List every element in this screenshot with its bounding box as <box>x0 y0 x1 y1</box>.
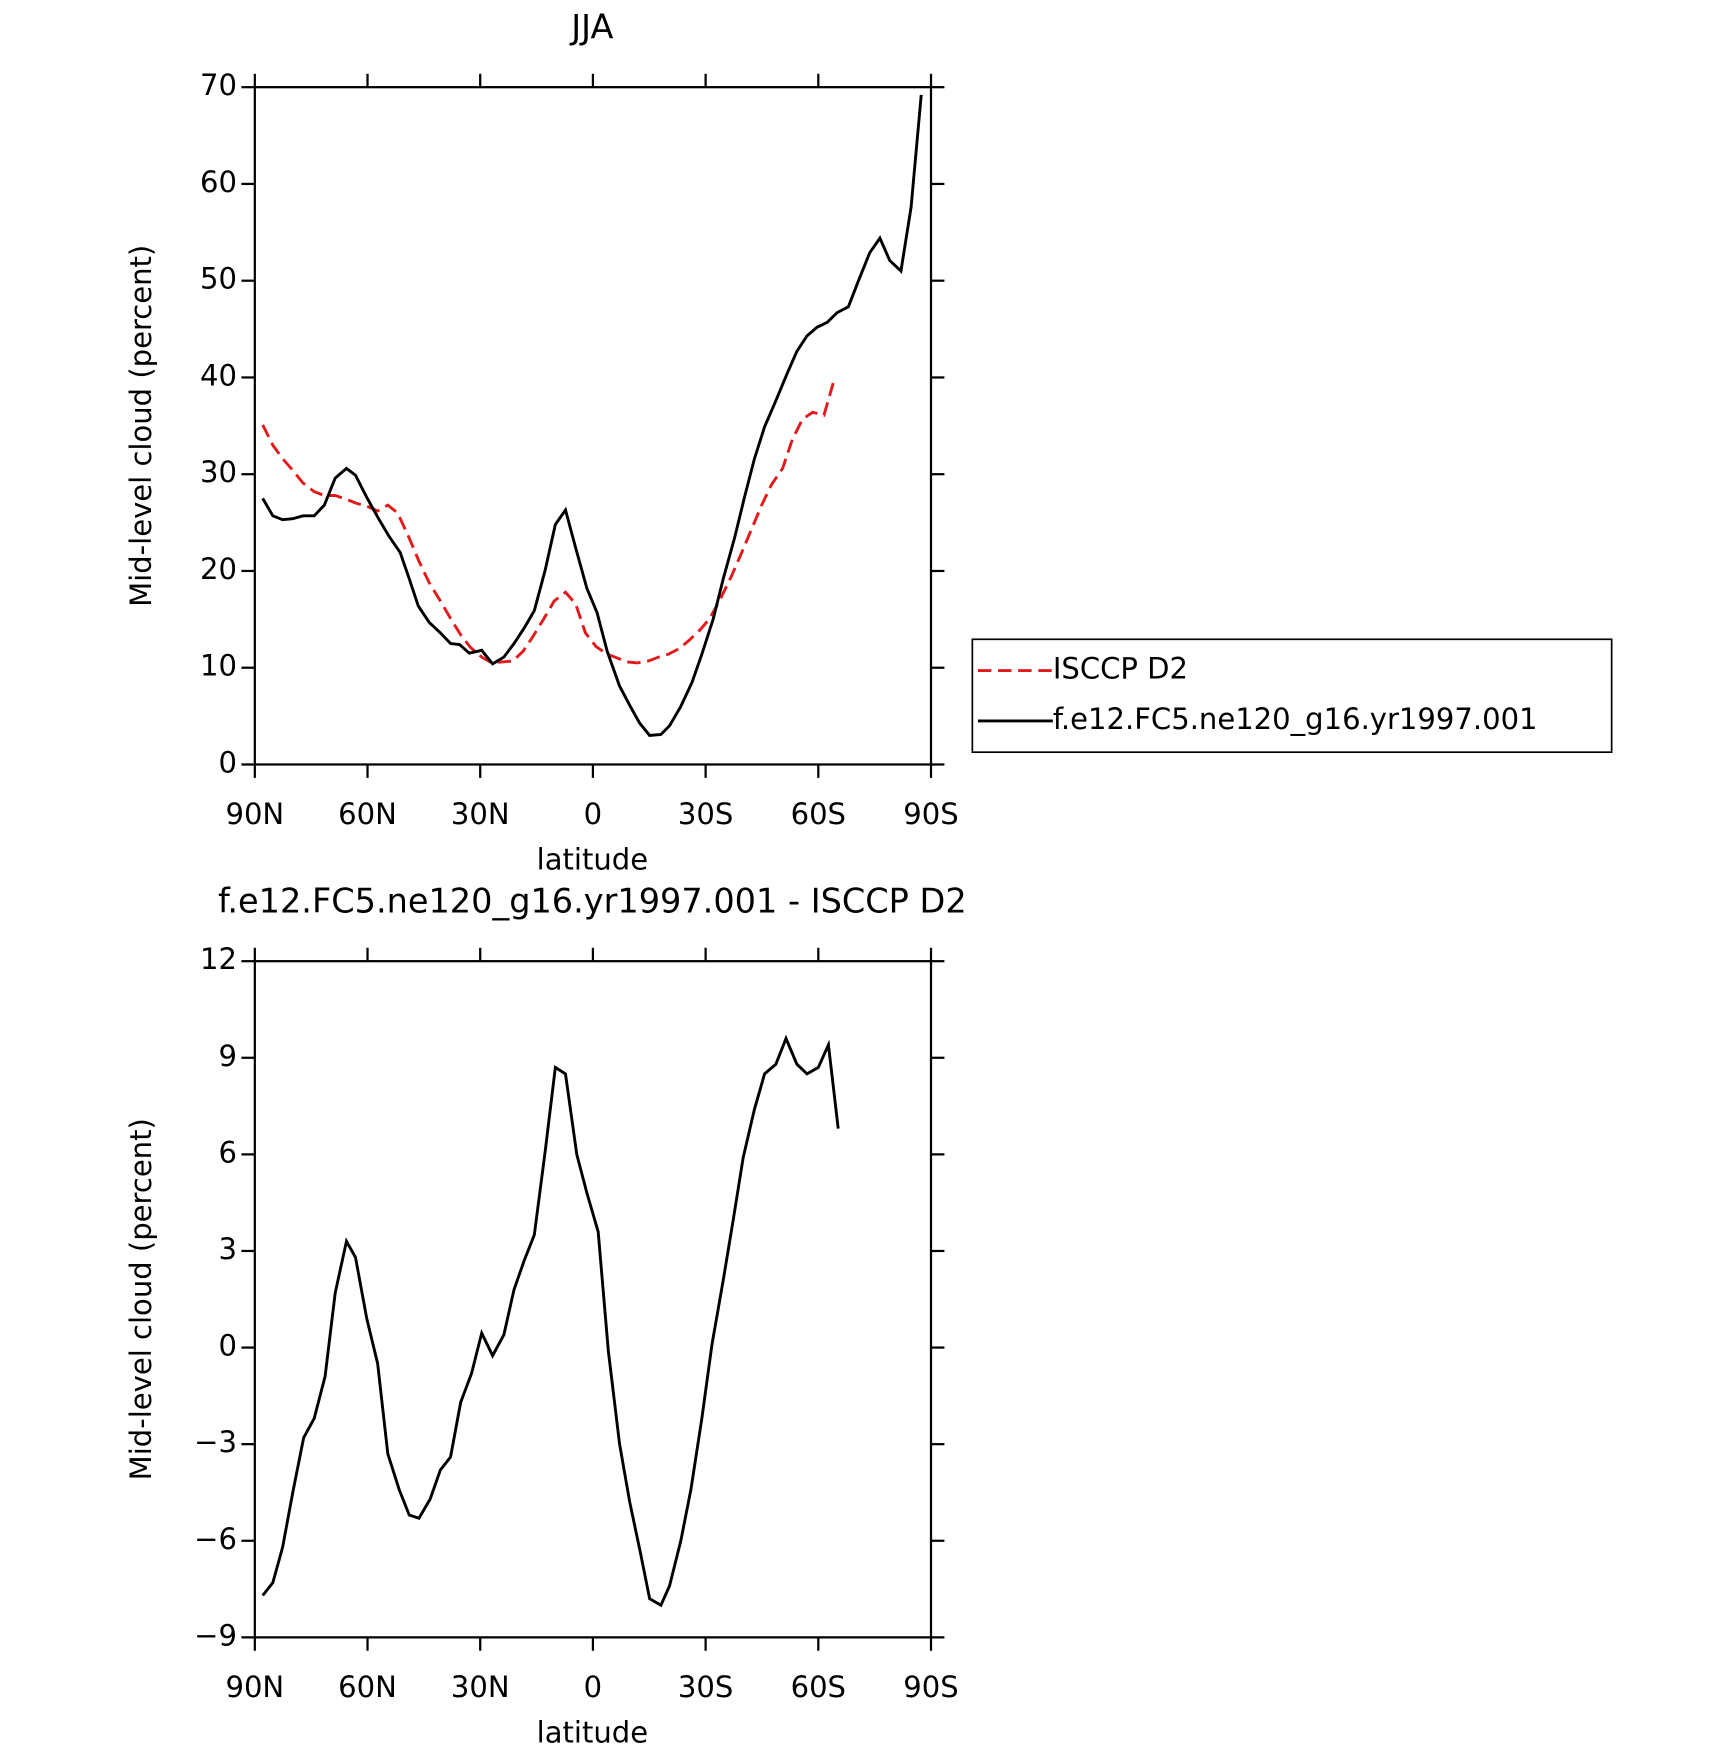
y-tick-label: 20 <box>200 552 237 586</box>
y-tick-label: 12 <box>200 942 237 976</box>
x-tick-label: 60S <box>791 1670 846 1704</box>
y-tick-label: −3 <box>194 1425 237 1459</box>
y-tick-label: 40 <box>200 358 237 392</box>
series-line <box>261 1034 840 1608</box>
plot-frame <box>253 960 933 1639</box>
x-tick-label: 30S <box>678 797 733 831</box>
x-tick-label: 60N <box>338 797 397 831</box>
x-axis-label: latitude <box>537 1716 648 1745</box>
y-tick-label: 9 <box>218 1039 236 1073</box>
y-tick-label: −6 <box>194 1522 237 1556</box>
y-axis-label: Mid-level cloud (percent) <box>124 1118 158 1480</box>
y-tick-label: −9 <box>194 1618 237 1652</box>
x-tick-label: 30S <box>678 1670 733 1704</box>
y-tick-label: 0 <box>218 745 236 779</box>
y-axis-label: Mid-level cloud (percent) <box>124 245 158 607</box>
y-tick-label: 50 <box>200 262 237 296</box>
x-tick-label: 90N <box>225 1670 284 1704</box>
y-tick-label: 70 <box>200 68 237 102</box>
legend-box <box>971 638 1613 754</box>
x-axis-label: latitude <box>537 843 648 877</box>
legend-label: ISCCP D2 <box>1053 652 1188 686</box>
plot-frame <box>253 86 933 766</box>
series-line <box>261 94 923 737</box>
chart-title: f.e12.FC5.ne120_g16.yr1997.001 - ISCCP D… <box>218 882 967 921</box>
y-tick-label: 3 <box>218 1232 236 1266</box>
x-tick-label: 60S <box>791 797 846 831</box>
x-tick-label: 90S <box>903 797 958 831</box>
series-line <box>261 380 836 665</box>
x-tick-label: 60N <box>338 1670 397 1704</box>
x-tick-label: 30N <box>451 1670 510 1704</box>
y-tick-label: 0 <box>218 1329 236 1363</box>
y-tick-label: 10 <box>200 649 237 683</box>
x-tick-label: 30N <box>451 797 510 831</box>
x-tick-label: 90S <box>903 1670 958 1704</box>
y-tick-label: 60 <box>200 165 237 199</box>
y-tick-label: 30 <box>200 455 237 489</box>
chart-title: JJA <box>569 8 613 47</box>
x-tick-label: 0 <box>584 1670 602 1704</box>
x-tick-label: 90N <box>225 797 284 831</box>
y-tick-label: 6 <box>218 1135 236 1169</box>
legend-label: f.e12.FC5.ne120_g16.yr1997.001 <box>1053 702 1538 736</box>
x-tick-label: 0 <box>584 797 602 831</box>
